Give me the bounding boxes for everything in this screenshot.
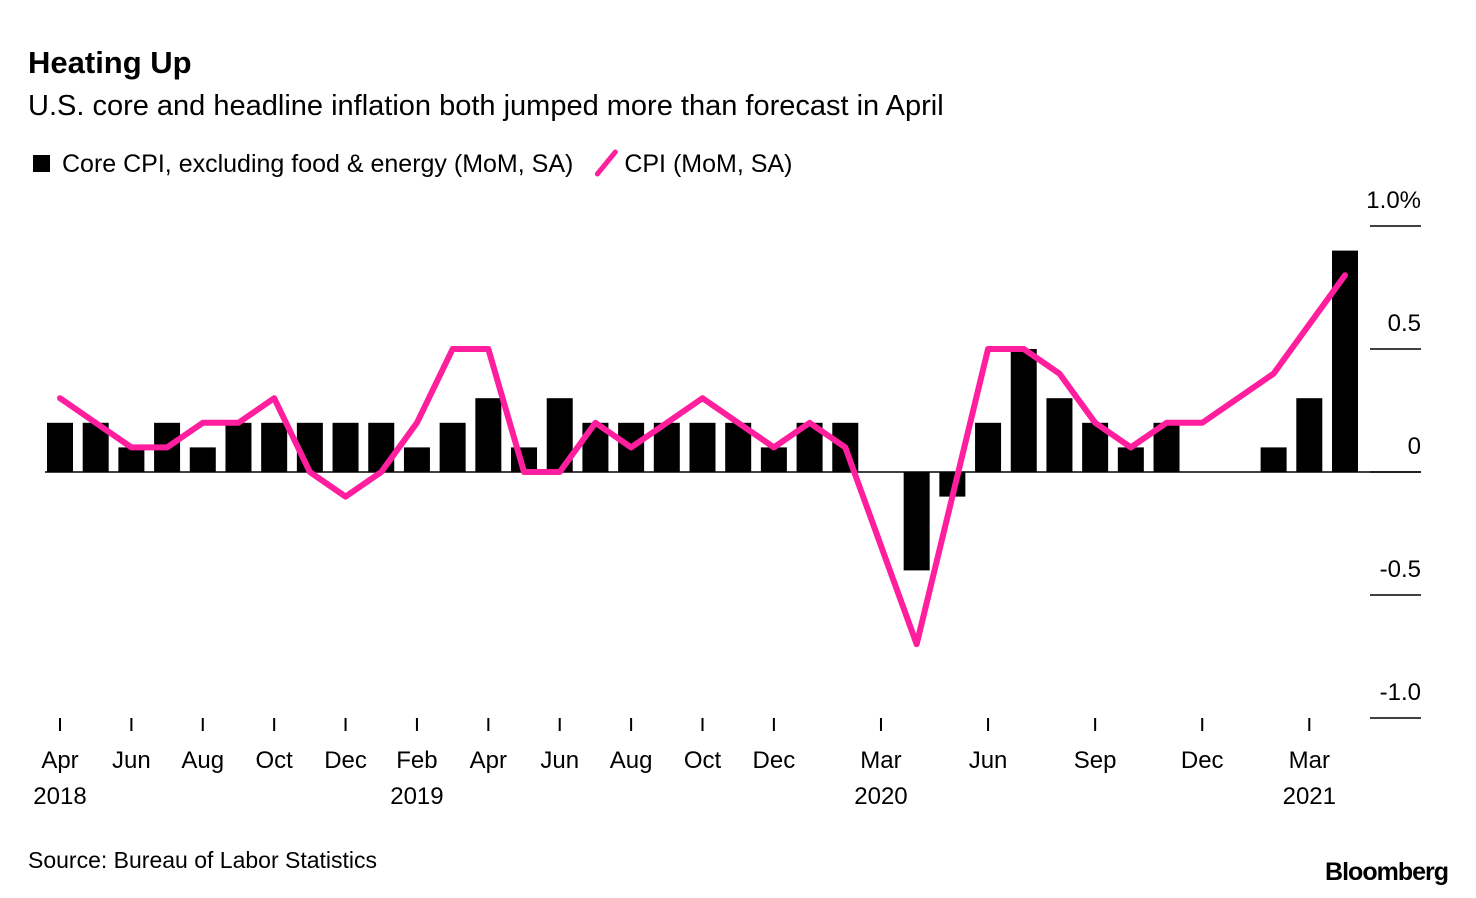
x-tick-label: Oct xyxy=(684,747,722,774)
legend-label: Core CPI, excluding food & energy (MoM, … xyxy=(62,150,573,178)
x-year-label: 2020 xyxy=(854,783,907,810)
y-tick-label: -0.5 xyxy=(1380,556,1421,583)
y-tick-label: 1.0% xyxy=(1366,187,1421,214)
bar xyxy=(47,422,73,472)
bar xyxy=(403,447,430,472)
legend-swatch xyxy=(594,149,618,177)
x-tick-label: Aug xyxy=(610,747,653,774)
x-year-label: 2018 xyxy=(33,783,86,810)
x-tick-label: Mar xyxy=(1289,747,1330,774)
x-tick-label: Apr xyxy=(470,747,507,774)
legend: Core CPI, excluding food & energy (MoM, … xyxy=(33,149,792,178)
chart-title: Heating Up xyxy=(28,45,192,80)
bar xyxy=(475,398,502,472)
x-tick-label: Apr xyxy=(41,747,78,774)
bar xyxy=(760,447,787,472)
legend-label: CPI (MoM, SA) xyxy=(624,150,792,178)
x-tick-label: Dec xyxy=(753,747,796,774)
bar xyxy=(1117,447,1144,472)
chart-subtitle: U.S. core and headline inflation both ju… xyxy=(28,90,944,122)
bar xyxy=(689,422,716,472)
legend-swatch xyxy=(33,155,50,172)
x-tick-label: Jun xyxy=(112,747,151,774)
brand: Bloomberg xyxy=(1325,858,1448,886)
bar xyxy=(1046,398,1073,472)
bar xyxy=(118,447,145,472)
x-tick-label: Sep xyxy=(1074,747,1117,774)
x-tick-label: Jun xyxy=(540,747,579,774)
source: Source: Bureau of Labor Statistics xyxy=(28,847,377,873)
x-tick-label: Dec xyxy=(1181,747,1224,774)
bar xyxy=(1010,349,1037,472)
bar xyxy=(975,422,1002,472)
x-year-label: 2021 xyxy=(1283,783,1336,810)
bar xyxy=(332,422,359,472)
x-tick-label: Feb xyxy=(396,747,437,774)
bar xyxy=(439,422,466,472)
bar xyxy=(1260,447,1287,472)
bar xyxy=(189,447,216,472)
bar xyxy=(225,422,252,472)
line xyxy=(57,272,1348,648)
bar xyxy=(368,422,395,472)
x-tick-label: Dec xyxy=(324,747,367,774)
y-tick-label: 0 xyxy=(1408,433,1421,460)
x-tick-label: Mar xyxy=(860,747,901,774)
bar xyxy=(903,472,930,571)
y-tick-label: 0.5 xyxy=(1388,310,1421,337)
x-tick-label: Aug xyxy=(181,747,224,774)
bar xyxy=(261,422,288,472)
x-tick-label: Oct xyxy=(255,747,293,774)
x-year-label: 2019 xyxy=(390,783,443,810)
bar xyxy=(1296,398,1323,472)
x-tick-label: Jun xyxy=(969,747,1008,774)
y-tick-label: -1.0 xyxy=(1380,679,1421,706)
